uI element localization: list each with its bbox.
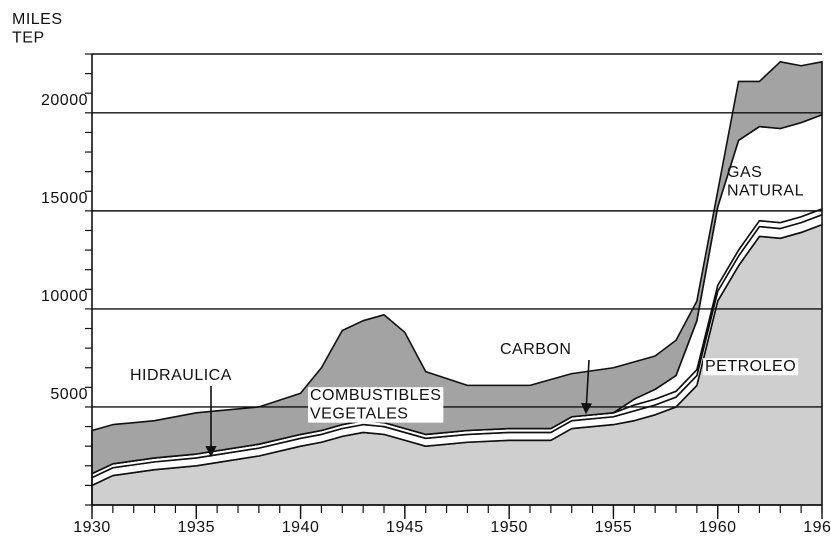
x-tick-label: 1930 <box>73 519 111 536</box>
y-tick-label: 10000 <box>41 288 88 305</box>
label-background <box>498 341 574 359</box>
x-tick-label: 1965 <box>803 519 831 536</box>
series-label: GAS NATURAL <box>727 164 804 199</box>
x-tick-label: 1950 <box>490 519 528 536</box>
label-background <box>128 367 234 385</box>
y-tick-label: 15000 <box>41 190 88 207</box>
series-label: COMBUSTIBLES VEGETALES <box>310 387 441 422</box>
x-tick-label: 1960 <box>699 519 737 536</box>
y-tick-label: 5000 <box>50 386 88 403</box>
x-tick-label: 1935 <box>177 519 215 536</box>
label-background <box>308 387 444 423</box>
label-background <box>703 358 799 376</box>
series-label: CARBON <box>500 341 571 358</box>
series-label: PETROLEO <box>705 358 796 375</box>
annotation-arrow <box>580 359 593 415</box>
x-tick-label: 1945 <box>386 519 424 536</box>
x-tick-label: 1955 <box>595 519 633 536</box>
y-axis-label: MILES TEP <box>12 11 63 46</box>
x-tick-label: 1940 <box>282 519 320 536</box>
y-tick-label: 20000 <box>41 92 88 109</box>
series-label: HIDRAULICA <box>130 367 232 384</box>
